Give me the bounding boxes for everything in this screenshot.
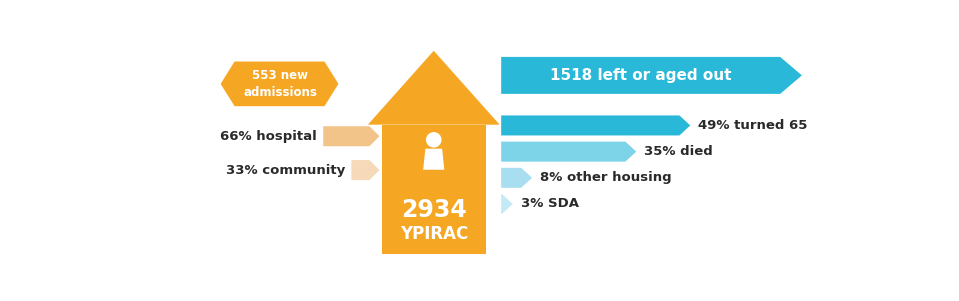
- Text: 35% died: 35% died: [644, 145, 713, 158]
- Text: 553 new
admissions: 553 new admissions: [244, 69, 317, 99]
- Polygon shape: [502, 141, 636, 162]
- Polygon shape: [423, 149, 444, 170]
- Text: 33% community: 33% community: [226, 164, 345, 177]
- FancyBboxPatch shape: [382, 125, 485, 254]
- Text: 3% SDA: 3% SDA: [521, 197, 578, 210]
- Circle shape: [426, 132, 441, 147]
- Polygon shape: [323, 126, 380, 146]
- Polygon shape: [221, 61, 339, 106]
- Text: 2934: 2934: [401, 198, 467, 222]
- Text: YPIRAC: YPIRAC: [400, 225, 468, 243]
- Text: 49% turned 65: 49% turned 65: [698, 119, 807, 132]
- Polygon shape: [502, 168, 532, 188]
- Text: 66% hospital: 66% hospital: [221, 130, 317, 143]
- Text: 8% other housing: 8% other housing: [540, 171, 671, 184]
- Polygon shape: [502, 194, 513, 214]
- Text: 1518 left or aged out: 1518 left or aged out: [550, 68, 732, 83]
- Polygon shape: [368, 51, 500, 125]
- Polygon shape: [502, 115, 690, 135]
- Polygon shape: [502, 57, 802, 94]
- Polygon shape: [351, 160, 380, 180]
